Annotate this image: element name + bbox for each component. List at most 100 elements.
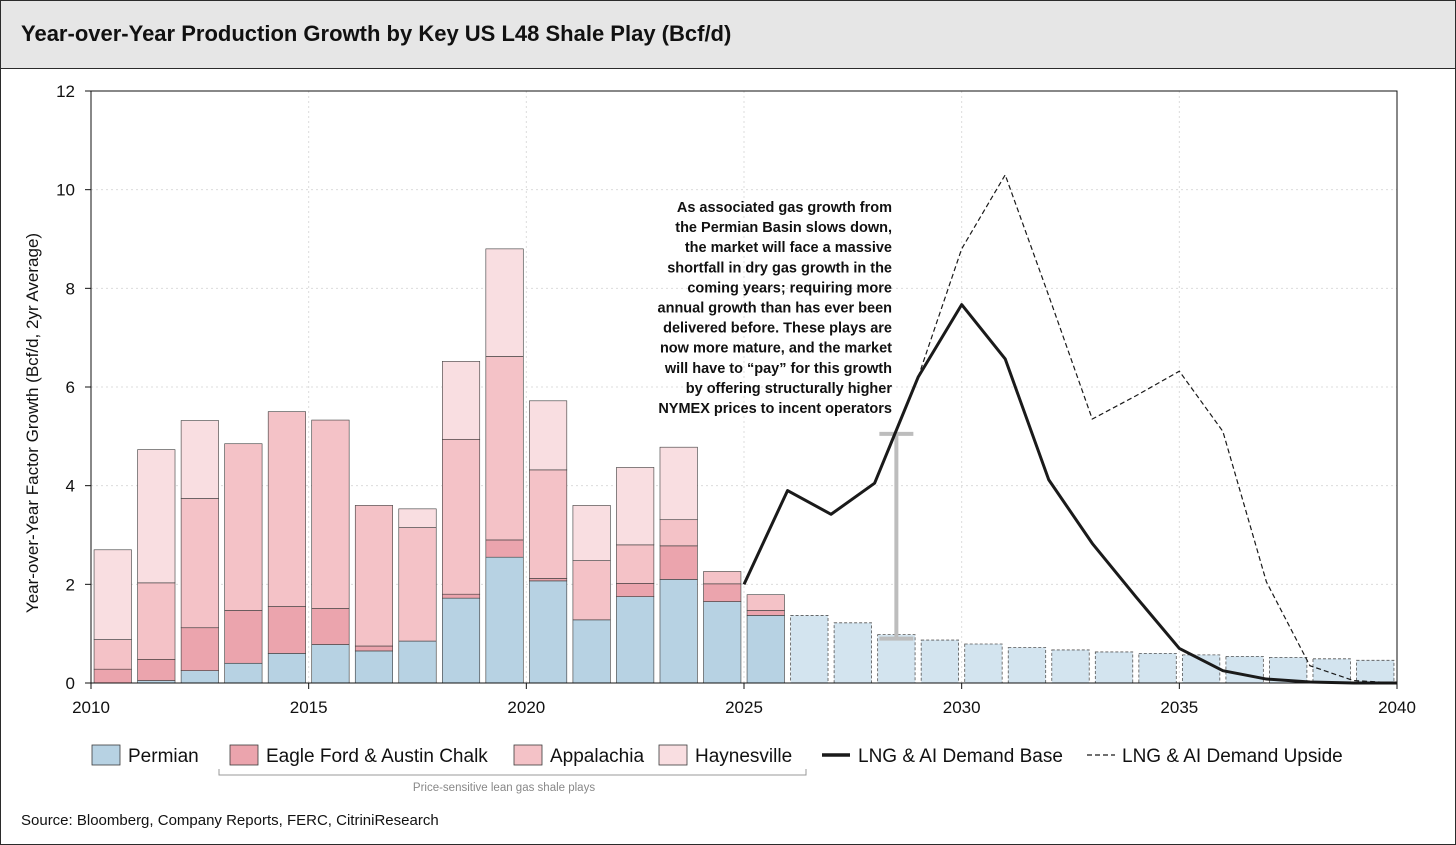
bar-segment-appalachia <box>485 356 524 541</box>
line-lng-ai-demand-base <box>742 303 1397 685</box>
annotation-line: the Permian Basin slows down, <box>675 220 892 236</box>
bar-segment-appalachia <box>311 419 350 609</box>
bar-segment-appalachia <box>398 527 437 642</box>
bar-segment-eagle-ford <box>616 583 655 597</box>
bar-segment-permian <box>746 615 785 684</box>
bar-segment-appalachia <box>180 498 219 629</box>
bar-permian-forecast <box>920 639 960 684</box>
annotation-line: will have to “pay” for this growth <box>664 361 892 377</box>
bar-segment-permian <box>703 601 742 684</box>
bar-segment-permian <box>354 650 393 684</box>
line-lng-ai-demand-upside <box>917 173 1398 684</box>
bar-segment-permian <box>572 619 611 684</box>
legend: Permian Eagle Ford & Austin Chalk Appalach… <box>91 744 1343 794</box>
y-axis-label: Year-over-Year Factor Growth (Bcf/d, 2yr… <box>23 233 42 613</box>
bar-permian-forecast <box>1181 654 1221 684</box>
legend-bracket <box>218 769 807 776</box>
bar-segment-eagle-ford <box>354 645 393 652</box>
bar-permian-forecast <box>964 643 1003 684</box>
bar-segment-permian <box>485 556 524 684</box>
bar-segment-appalachia <box>572 560 611 621</box>
bar-segment-haynesville <box>529 400 568 471</box>
permian-forecast-bars <box>790 615 1395 684</box>
bar-segment-haynesville <box>616 467 655 546</box>
bar-permian-forecast <box>1225 655 1264 684</box>
bar-segment-haynesville <box>93 549 132 640</box>
y-tick-label: 10 <box>56 181 75 200</box>
legend-swatch <box>513 744 543 766</box>
annotation-line: by offering structurally higher <box>686 381 893 397</box>
bar-segment-eagle-ford <box>180 627 219 671</box>
y-tick-label: 4 <box>66 477 75 496</box>
bar-segment-haynesville <box>572 505 611 561</box>
bars <box>93 248 785 684</box>
x-tick-label: 2040 <box>1378 698 1416 717</box>
legend-label: Appalachia <box>550 746 644 767</box>
bar-segment-appalachia <box>224 443 263 611</box>
bar-segment-permian <box>442 597 481 684</box>
y-tick-label: 6 <box>66 378 75 397</box>
bar-segment-permian <box>267 653 306 684</box>
bar-segment-eagle-ford <box>311 608 350 645</box>
bar-permian-forecast <box>1007 647 1047 684</box>
legend-label: LNG & AI Demand Base <box>858 746 1063 767</box>
range-bar <box>879 431 914 641</box>
bar-segment-appalachia <box>93 639 132 670</box>
x-tick-label: 2020 <box>507 698 545 717</box>
bar-segment-appalachia <box>137 582 176 660</box>
bar-permian-forecast <box>833 622 872 684</box>
y-tick-label: 0 <box>66 674 75 693</box>
bar-segment-eagle-ford <box>659 545 698 580</box>
annotation-line: shortfall in dry gas growth in the <box>667 260 892 276</box>
legend-label: LNG & AI Demand Upside <box>1122 746 1343 767</box>
bar-permian-forecast <box>1312 658 1351 684</box>
bar-permian-forecast <box>1356 659 1395 684</box>
bar-segment-appalachia <box>267 411 306 607</box>
bar-segment-eagle-ford <box>529 578 568 582</box>
bar-segment-eagle-ford <box>93 668 132 684</box>
legend-label: Eagle Ford & Austin Chalk <box>266 746 488 767</box>
x-tick-label: 2015 <box>290 698 328 717</box>
bar-segment-eagle-ford <box>137 659 176 681</box>
y-tick-label: 2 <box>66 575 75 594</box>
demand-lines <box>742 173 1398 685</box>
bar-segment-permian <box>529 580 568 684</box>
annotation-line: now more mature, and the market <box>660 341 892 357</box>
bar-segment-eagle-ford <box>224 610 263 664</box>
legend-swatch <box>91 744 121 766</box>
bar-segment-eagle-ford <box>442 593 481 599</box>
legend-label: Permian <box>128 746 199 767</box>
bar-permian-forecast <box>877 634 916 684</box>
y-axis-ticks: 0 2 4 6 8 10 12 <box>56 82 91 693</box>
legend-label: Haynesville <box>695 746 792 767</box>
bar-segment-appalachia <box>746 594 785 611</box>
bar-segment-permian <box>224 662 263 684</box>
y-tick-label: 8 <box>66 279 75 298</box>
bar-segment-permian <box>180 670 219 684</box>
bar-segment-haynesville <box>659 446 698 521</box>
bar-segment-permian <box>616 596 655 684</box>
bar-segment-haynesville <box>485 248 524 357</box>
annotation: As associated gas growth from the Permian… <box>658 200 893 417</box>
bar-segment-permian <box>398 640 437 684</box>
bar-permian-forecast <box>1094 651 1134 684</box>
legend-bracket-label: Price-sensitive lean gas shale plays <box>413 782 595 794</box>
annotation-line: As associated gas growth from <box>677 200 892 216</box>
bar-segment-appalachia <box>529 469 568 579</box>
bar-segment-appalachia <box>354 505 393 647</box>
bar-segment-appalachia <box>703 571 742 585</box>
x-tick-label: 2035 <box>1160 698 1198 717</box>
annotation-line: the market will face a massive <box>685 240 892 256</box>
bar-segment-eagle-ford <box>485 539 524 558</box>
x-axis-ticks: 2010 2015 2020 2025 2030 2035 2040 <box>72 683 1416 717</box>
bar-segment-eagle-ford <box>703 583 742 602</box>
annotation-line: coming years; requiring more <box>687 280 892 296</box>
bar-segment-permian <box>659 579 698 684</box>
chart-title: Year-over-Year Production Growth by Key … <box>21 21 732 46</box>
gridlines <box>91 91 1397 683</box>
title-bar: Year-over-Year Production Growth by Key … <box>1 1 1455 69</box>
bar-segment-eagle-ford <box>267 606 306 654</box>
bar-segment-eagle-ford <box>746 610 785 616</box>
bar-segment-permian <box>311 644 350 684</box>
legend-swatch <box>229 744 259 766</box>
